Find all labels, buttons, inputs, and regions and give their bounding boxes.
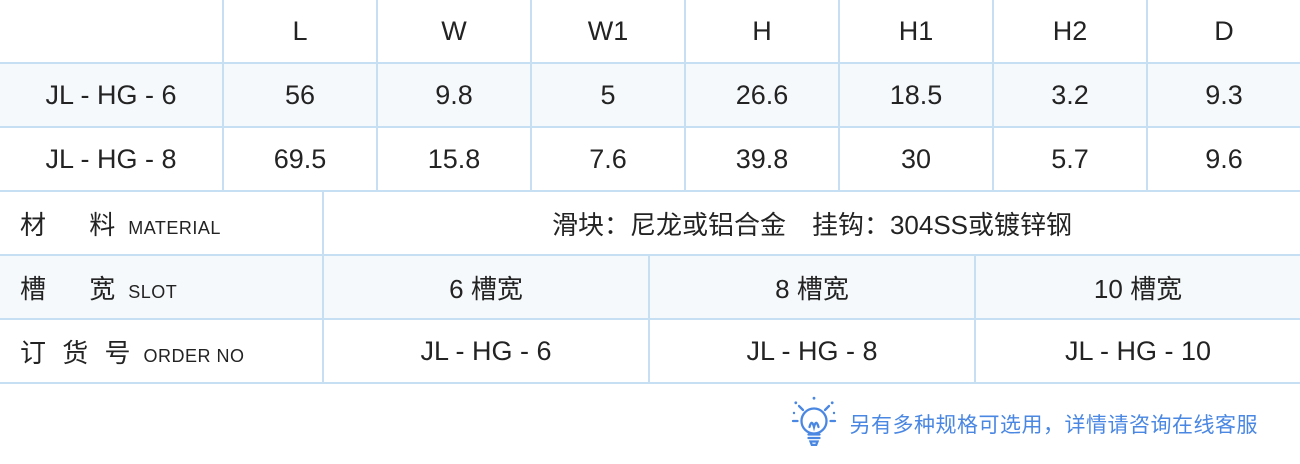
spec-cell: 7.6 [530,128,684,192]
spec-cell: 30 [838,128,992,192]
order-value: JL - HG - 8 [648,320,974,384]
column-header-L: L [222,0,376,64]
spec-cell: 39.8 [684,128,838,192]
material-label-cn: 材 料 [20,209,116,240]
order-value: JL - HG - 10 [974,320,1300,384]
slot-label-cn: 槽 宽 [20,273,116,304]
model-label: JL - HG - 6 [0,64,222,128]
column-header-H1: H1 [838,0,992,64]
spec-cell: 18.5 [838,64,992,128]
spec-cell: 5 [530,64,684,128]
material-label-en: MATERIAL [128,217,221,238]
slot-label-en: SLOT [128,281,178,302]
slot-value: 8 槽宽 [648,256,974,320]
spec-cell: 3.2 [992,64,1146,128]
dimensions-table: L W W1 H H1 H2 D JL - HG - 6 56 9.8 5 26… [0,0,1300,192]
order-value: JL - HG - 6 [322,320,648,384]
spec-cell: 15.8 [376,128,530,192]
spec-cell: 5.7 [992,128,1146,192]
material-value: 滑块：尼龙或铝合金 挂钩：304SS或镀锌钢 [322,192,1300,256]
slot-value: 6 槽宽 [322,256,648,320]
column-header-W1: W1 [530,0,684,64]
lightbulb-icon [791,396,836,447]
order-label: 订 货 号 ORDER NO [0,320,322,384]
footer-note-text: 另有多种规格可选用，详情请咨询在线客服 [849,414,1258,437]
column-header-H: H [684,0,838,64]
spec-cell: 9.6 [1146,128,1300,192]
corner-cell [0,0,222,64]
spec-cell: 26.6 [684,64,838,128]
spec-cell: 9.8 [376,64,530,128]
order-label-cn: 订 货 号 [20,337,131,368]
spec-cell: 9.3 [1146,64,1300,128]
footer-note-row: 另有多种规格可选用，详情请咨询在线客服 [0,384,1300,464]
material-label: 材 料 MATERIAL [0,192,322,256]
column-header-D: D [1146,0,1300,64]
column-header-H2: H2 [992,0,1146,64]
model-label: JL - HG - 8 [0,128,222,192]
spec-cell: 69.5 [222,128,376,192]
slot-label: 槽 宽 SLOT [0,256,322,320]
order-label-en: ORDER NO [143,345,245,366]
spec-cell: 56 [222,64,376,128]
info-table: 材 料 MATERIAL 滑块：尼龙或铝合金 挂钩：304SS或镀锌钢 槽 宽 SL… [0,192,1300,384]
column-header-W: W [376,0,530,64]
slot-value: 10 槽宽 [974,256,1300,320]
